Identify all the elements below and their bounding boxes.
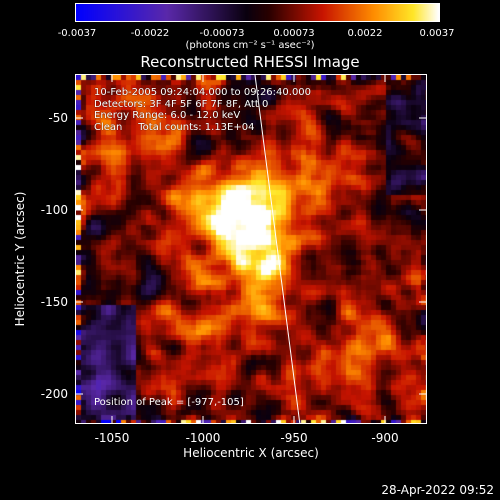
- heatmap-image: [76, 75, 426, 423]
- x-tick-label: -900: [371, 431, 399, 445]
- colorbar-units: (photons cm⁻² s⁻¹ asec⁻²): [185, 40, 315, 51]
- colorbar-tick-label: 0.0022: [347, 28, 383, 39]
- detectors-text: Detectors: 3F 4F 5F 6F 7F 8F, Att 0: [94, 98, 269, 110]
- y-tick-label: -50: [48, 111, 68, 125]
- y-tick-label: -200: [40, 387, 68, 401]
- colorbar-tick-label: 0.00073: [273, 28, 315, 39]
- plot-title: Reconstructed RHESSI Image: [140, 53, 360, 71]
- time-range-text: 10-Feb-2005 09:24:04.000 to 09:26:40.000: [94, 87, 312, 98]
- colorbar-tick-label: -0.00073: [199, 28, 245, 39]
- limb-overlay: [254, 75, 301, 423]
- clean-counts-text: Clean Total counts: 1.13E+04: [94, 121, 255, 133]
- render-timestamp: 28-Apr-2022 09:52: [381, 483, 494, 497]
- energy-range-text: Energy Range: 6.0 - 12.0 keV: [94, 110, 241, 122]
- colorbar-tick-label: -0.0022: [130, 28, 170, 39]
- image-plot: 10-Feb-2005 09:24:04.000 to 09:26:40.000…: [75, 74, 427, 424]
- observation-info: 10-Feb-2005 09:24:04.000 to 09:26:40.000…: [94, 87, 311, 133]
- peak-position-text: Position of Peak = [-977,-105]: [94, 397, 244, 408]
- solar-limb-line: [254, 75, 301, 423]
- colorbar-tick-label: -0.0037: [57, 28, 97, 39]
- colorbar-tick-label: 0.0037: [419, 28, 455, 39]
- y-axis-label: Heliocentric Y (arcsec): [13, 191, 27, 327]
- x-tick-label: -1000: [185, 431, 221, 445]
- y-tick-label: -100: [40, 203, 68, 217]
- y-tick-label: -150: [40, 295, 68, 309]
- colorbar: [75, 3, 440, 22]
- x-tick-label: -1050: [94, 431, 130, 445]
- x-tick-label: -950: [280, 431, 308, 445]
- x-axis-label: Heliocentric X (arcsec): [183, 446, 319, 460]
